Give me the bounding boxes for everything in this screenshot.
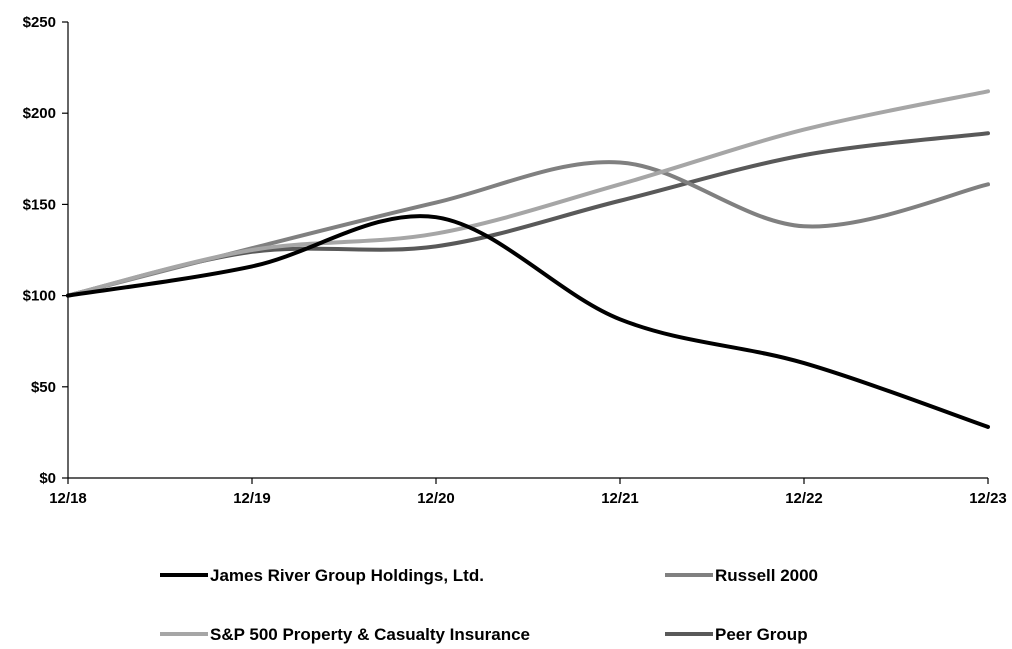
x-tick-label: 12/21 (601, 490, 639, 507)
legend-label-3: Peer Group (715, 625, 808, 644)
y-tick-label: $100 (23, 288, 56, 305)
x-tick-label: 12/19 (233, 490, 271, 507)
y-tick-label: $50 (31, 379, 56, 396)
y-tick-label: $250 (23, 14, 56, 31)
x-tick-label: 12/20 (417, 490, 455, 507)
legend-label-0: James River Group Holdings, Ltd. (210, 566, 484, 585)
x-tick-label: 12/23 (969, 490, 1007, 507)
y-tick-label: $150 (23, 196, 56, 213)
series-layer (66, 89, 990, 429)
y-tick-label: $0 (39, 470, 56, 487)
legend-label-2: S&P 500 Property & Casualty Insurance (210, 625, 530, 644)
x-tick-label: 12/18 (49, 490, 87, 507)
legend-label-1: Russell 2000 (715, 566, 818, 585)
series-line-3 (66, 131, 990, 298)
series-line-0 (66, 214, 990, 429)
x-tick-label: 12/22 (785, 490, 823, 507)
legend: James River Group Holdings, Ltd. Russell … (160, 566, 818, 644)
series-line-2 (66, 89, 990, 298)
axes-layer: $0 $50 $100 $150 $200 $250 12/18 12/19 12/20 12/2… (23, 14, 1007, 507)
y-tick-label: $200 (23, 105, 56, 122)
